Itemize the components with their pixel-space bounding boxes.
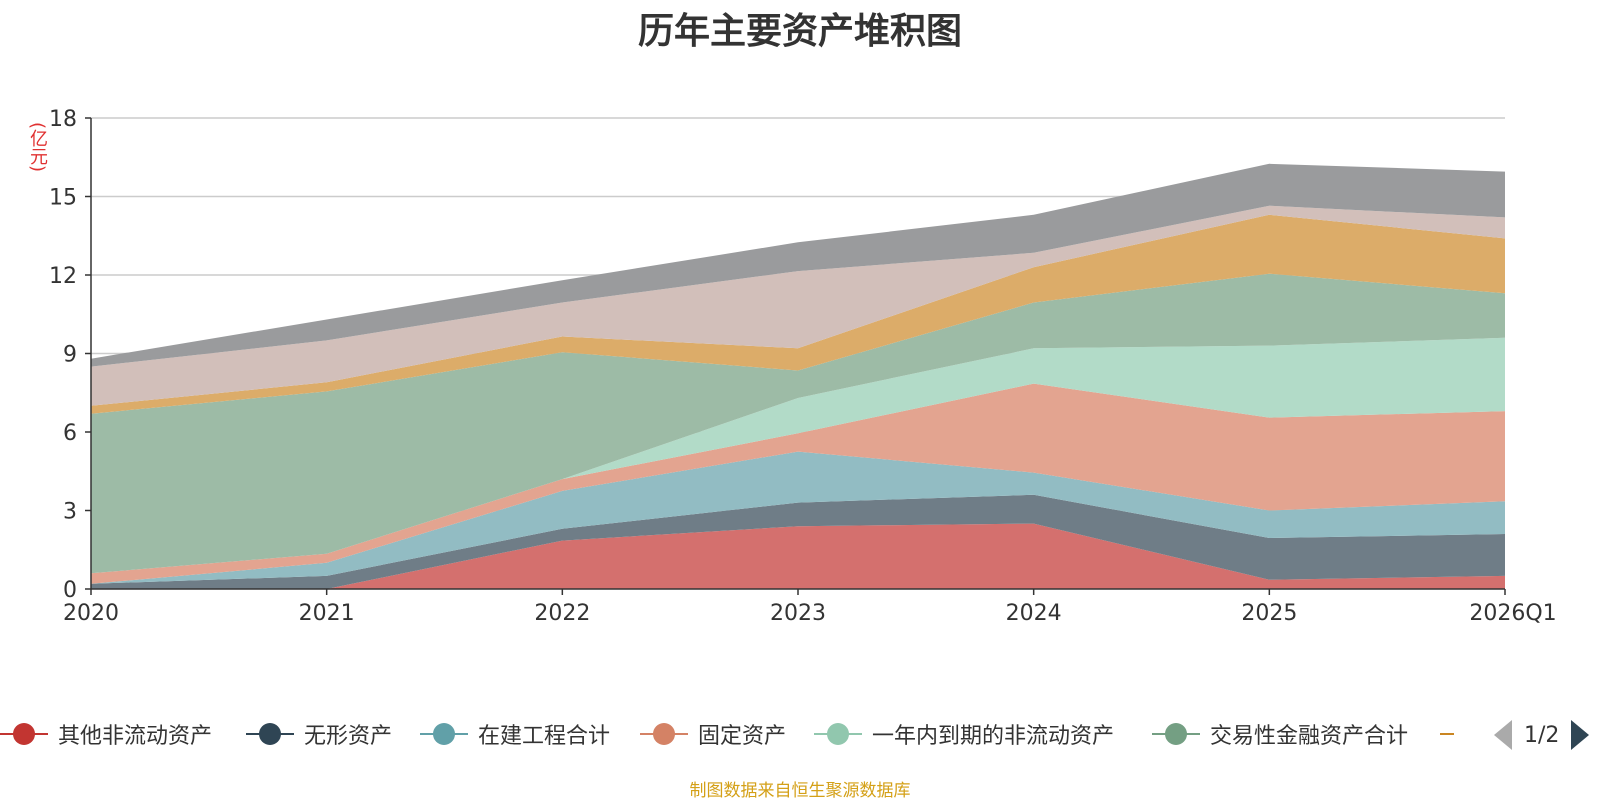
y-tick-label: 18 <box>49 107 77 132</box>
legend-marker-icon <box>1152 722 1200 746</box>
legend-item-4[interactable]: 一年内到期的非流动资产 <box>814 714 1114 754</box>
source-note: 制图数据来自恒生聚源数据库 <box>689 781 911 801</box>
legend-marker-icon <box>1440 733 1454 735</box>
legend-item-2[interactable]: 在建工程合计 <box>420 714 610 754</box>
y-tick-label: 12 <box>49 264 77 289</box>
area-series-0 <box>91 523 1505 589</box>
area-series-2 <box>91 451 1505 584</box>
y-tick-label: 0 <box>63 578 77 603</box>
legend-marker-icon <box>420 722 468 746</box>
legend-item-5[interactable]: 交易性金融资产合计 <box>1152 714 1408 754</box>
y-tick-label: 9 <box>63 343 77 368</box>
legend-marker-icon <box>640 722 688 746</box>
legend-pager: 1/2 <box>1494 718 1590 752</box>
legend-item-6-partial[interactable] <box>1440 714 1454 754</box>
next-page-icon[interactable] <box>1571 720 1590 750</box>
x-tick-label: 2020 <box>63 601 119 626</box>
legend-marker-icon <box>0 722 48 746</box>
y-tick-label: 3 <box>63 500 77 525</box>
y-axis-unit-label: (亿元) <box>27 122 48 173</box>
x-tick-label: 2022 <box>534 601 590 626</box>
legend-label: 其他非流动资产 <box>58 724 213 749</box>
area-series-6 <box>91 214 1505 414</box>
legend-item-3[interactable]: 固定资产 <box>640 714 786 754</box>
x-tick-label: 2024 <box>1006 601 1062 626</box>
legend-label: 在建工程合计 <box>478 724 611 749</box>
legend-item-0[interactable]: 其他非流动资产 <box>0 714 212 754</box>
legend-marker-icon <box>246 722 294 746</box>
legend-label: 固定资产 <box>698 724 787 749</box>
area-series-4 <box>91 337 1505 574</box>
x-tick-label: 2021 <box>299 601 355 626</box>
area-series-7 <box>91 205 1505 406</box>
area-series-3 <box>91 383 1505 584</box>
x-tick-label: 2023 <box>770 601 826 626</box>
y-tick-label: 15 <box>49 186 77 211</box>
x-tick-label: 2026Q1 <box>1469 601 1556 626</box>
legend-item-1[interactable]: 无形资产 <box>246 714 392 754</box>
chart-title: 历年主要资产堆积图 <box>637 11 962 52</box>
legend-label: 无形资产 <box>304 724 393 749</box>
legend-marker-icon <box>814 722 862 746</box>
area-series-8 <box>91 163 1505 367</box>
legend-label: 一年内到期的非流动资产 <box>872 724 1115 749</box>
legend-label: 交易性金融资产合计 <box>1210 724 1409 749</box>
area-series-1 <box>91 494 1505 589</box>
y-tick-label: 6 <box>63 421 77 446</box>
x-tick-label: 2025 <box>1241 601 1297 626</box>
chart-legend: 其他非流动资产 无形资产 在建工程合计 固定资产 一年内到期的非流动资产 交易性… <box>0 714 1600 754</box>
legend-page-indicator: 1/2 <box>1524 722 1560 748</box>
prev-page-icon[interactable] <box>1494 720 1512 750</box>
area-series-5 <box>91 273 1505 574</box>
